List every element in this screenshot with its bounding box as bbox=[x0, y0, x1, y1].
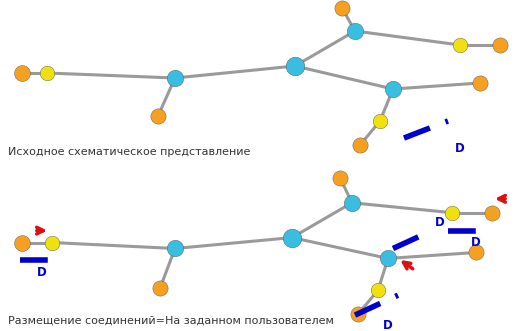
Text: Исходное схематическое представление: Исходное схематическое представление bbox=[8, 147, 250, 157]
Point bbox=[43, 71, 51, 76]
Point bbox=[389, 86, 397, 92]
Text: D: D bbox=[37, 266, 47, 279]
Text: D: D bbox=[435, 216, 445, 229]
Point bbox=[18, 71, 26, 76]
Point bbox=[448, 210, 456, 215]
Point bbox=[496, 42, 504, 48]
Text: D: D bbox=[455, 143, 465, 156]
Text: Размещение соединений=На заданном пользователем: Размещение соединений=На заданном пользо… bbox=[8, 315, 334, 325]
Point bbox=[476, 80, 484, 86]
Point bbox=[154, 113, 162, 118]
Point bbox=[374, 288, 382, 293]
Point bbox=[351, 28, 359, 34]
Point bbox=[356, 142, 364, 148]
Point bbox=[456, 42, 464, 48]
Point bbox=[171, 75, 179, 81]
Point bbox=[336, 175, 344, 181]
Point bbox=[384, 256, 392, 261]
Point bbox=[376, 118, 384, 124]
Point bbox=[354, 311, 362, 317]
Point bbox=[171, 246, 179, 251]
Point bbox=[472, 250, 480, 255]
Point bbox=[291, 63, 299, 69]
Text: D: D bbox=[471, 236, 481, 249]
Text: D: D bbox=[383, 318, 393, 331]
Point bbox=[156, 286, 164, 291]
Point bbox=[18, 240, 26, 245]
Point bbox=[488, 210, 496, 215]
Point bbox=[288, 235, 296, 240]
Point bbox=[48, 240, 56, 245]
Point bbox=[338, 5, 346, 11]
Point bbox=[348, 200, 356, 206]
